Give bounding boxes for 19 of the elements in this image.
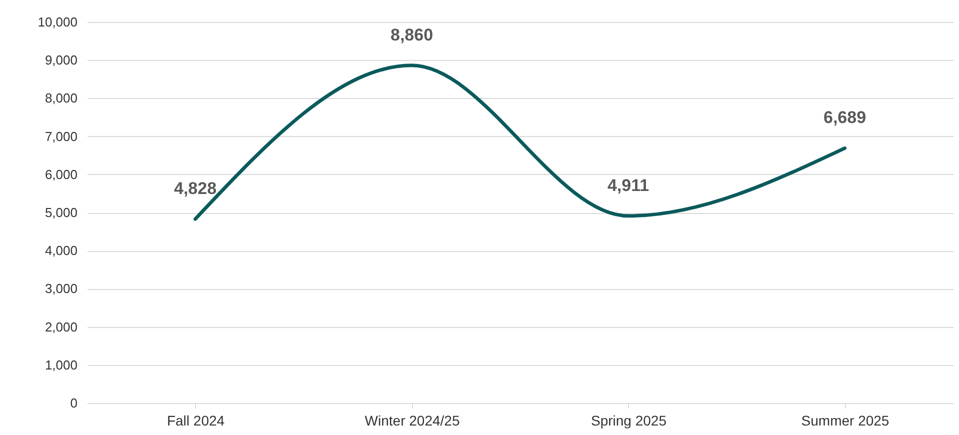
text: 4,911 [607,176,650,195]
y-tick-label: 2,000 [44,319,78,334]
y-tick-label: 0 [70,396,78,410]
y-tick-label: 10,000 [38,14,78,30]
y-tick-label: 7,000 [44,128,78,144]
y-tick-label: 3,000 [44,281,78,296]
x-tick-label: Winter 2024/25 [364,412,460,428]
text: 6,689 [823,108,866,128]
y-tick-label: 4,000 [44,243,78,258]
x-tick-label: Fall 2024 [166,412,225,428]
y-tick-label: 6,000 [44,166,78,182]
x-tick-label: Summer 2025 [801,412,890,428]
y-tick-label: 9,000 [44,52,78,68]
text: 4,828 [174,179,217,198]
y-tick-label: 1,000 [44,357,78,372]
y-tick-label: 5,000 [44,205,78,220]
text: 8,860 [390,25,434,44]
x-tick-label: Spring 2025 [590,412,667,428]
y-tick-label: 8,000 [44,90,78,106]
